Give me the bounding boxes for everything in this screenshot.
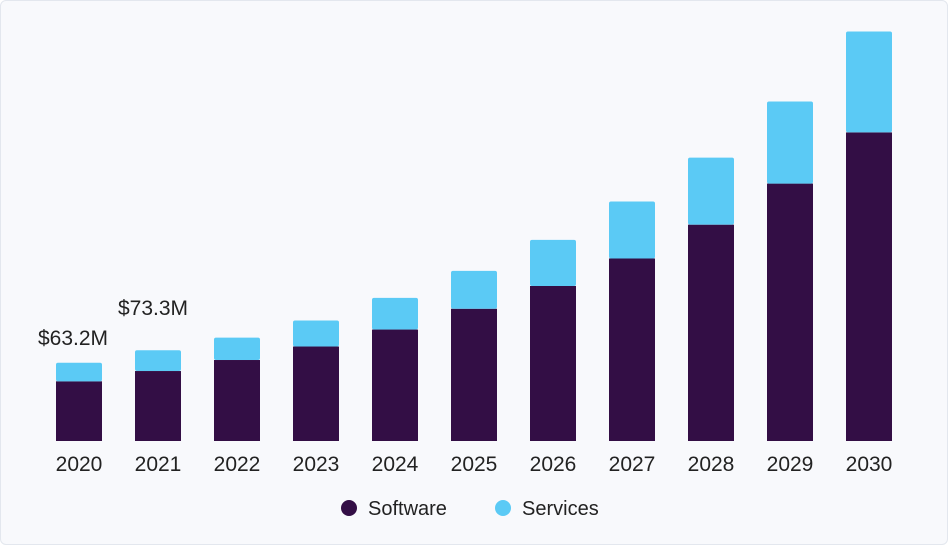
bar-software-2030 (846, 132, 892, 441)
bar-services-2027 (609, 201, 655, 259)
bar-software-2028 (688, 224, 734, 441)
value-label-2021: $73.3M (118, 297, 188, 320)
bar-services-2025 (451, 270, 497, 309)
legend-swatch-software (341, 500, 357, 516)
x-axis-ticks: 2020 2021 2022 2023 2024 2025 2026 2027 2028 2029… (56, 453, 893, 476)
bar-software-2026 (530, 285, 576, 441)
bar-services-2030 (846, 31, 892, 133)
bar-software-2027 (609, 258, 655, 441)
bar-services-2028 (688, 157, 734, 225)
bar-software-2024 (372, 329, 418, 441)
x-tick-label: 2020 (56, 453, 103, 476)
x-tick-label: 2026 (530, 453, 577, 476)
annotations-group: $63.2M $73.3M (38, 297, 188, 350)
bars-group (56, 31, 892, 442)
x-tick-label: 2028 (688, 453, 735, 476)
x-tick-label: 2024 (372, 453, 419, 476)
value-label-2020: $63.2M (38, 327, 108, 350)
x-tick-label: 2030 (846, 453, 893, 476)
x-tick-label: 2023 (293, 453, 340, 476)
x-tick-label: 2022 (214, 453, 261, 476)
bar-services-2029 (767, 101, 813, 184)
x-tick-label: 2029 (767, 453, 814, 476)
bar-software-2025 (451, 308, 497, 441)
x-tick-label: 2027 (609, 453, 656, 476)
legend-label-software: Software (368, 498, 447, 520)
x-tick-label: 2025 (451, 453, 498, 476)
legend-swatch-services (495, 500, 511, 516)
legend: Software Services (341, 498, 599, 520)
bar-services-2020 (56, 362, 102, 382)
legend-label-services: Services (522, 498, 599, 520)
bar-services-2023 (293, 320, 339, 347)
bar-software-2023 (293, 346, 339, 441)
bar-software-2021 (135, 371, 181, 441)
bar-services-2022 (214, 337, 260, 361)
bar-software-2022 (214, 360, 260, 441)
bar-software-2029 (767, 183, 813, 442)
bar-software-2020 (56, 381, 102, 441)
bar-services-2024 (372, 297, 418, 330)
bar-services-2021 (135, 350, 181, 372)
bar-services-2026 (530, 239, 576, 286)
x-tick-label: 2021 (135, 453, 182, 476)
